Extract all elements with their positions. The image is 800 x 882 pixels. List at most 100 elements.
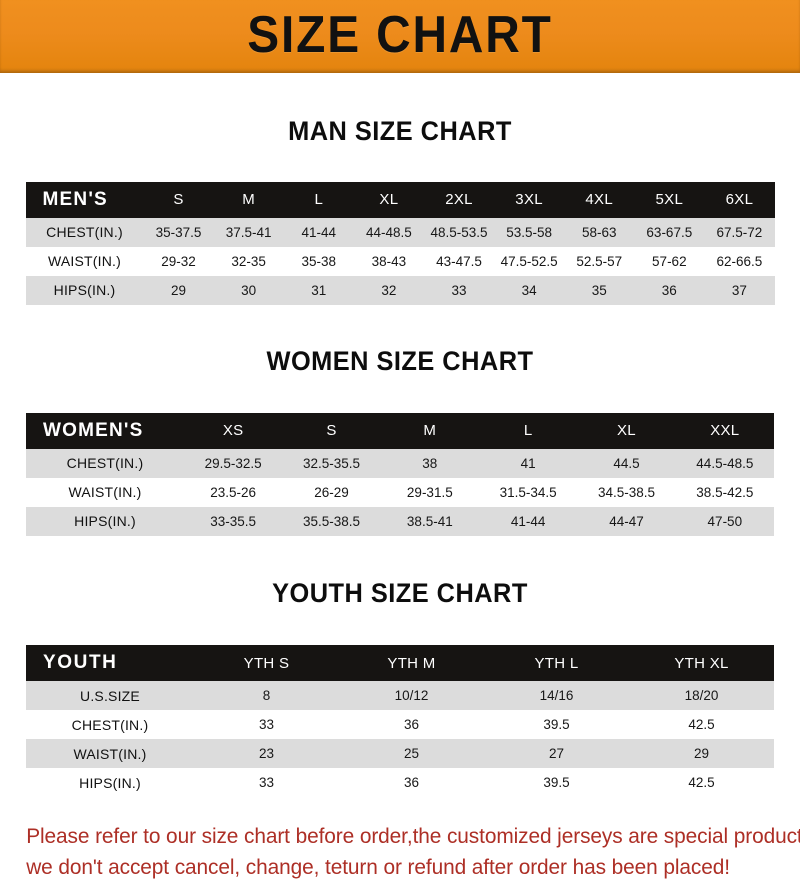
youth-table-row: CHEST(IN.) 33 36 39.5 42.5: [26, 710, 774, 740]
women-table-head: WOMEN'S XS S M L XL XXL: [26, 412, 774, 449]
men-cell: 29-32: [161, 253, 196, 269]
men-cell: 29: [171, 282, 187, 298]
youth-header-row: YOUTH YTH S YTH M YTH L YTH XL: [26, 645, 774, 682]
youth-cell: 42.5: [688, 775, 715, 791]
men-table-row: CHEST(IN.) 35-37.5 37.5-41 41-44 44-48.5 48.5…: [25, 217, 775, 247]
men-size-header-6: 3XL: [515, 191, 543, 209]
youth-size-table: YOUTH YTH S YTH M YTH L YTH XL U.S.SIZE 8 10/…: [26, 645, 774, 798]
youth-cell: 36: [403, 717, 420, 733]
women-cell: 44-47: [609, 513, 644, 529]
men-cell: 63-67.5: [646, 224, 693, 240]
men-cell: 34: [521, 282, 537, 298]
women-size-header-2: S: [326, 422, 337, 440]
women-size-header-5: XL: [617, 422, 636, 440]
women-table-row: HIPS(IN.) 33-35.5 35.5-38.5 38.5-41 41-44 44-…: [26, 506, 774, 536]
women-cell: 26-29: [314, 484, 349, 500]
youth-cell: 39.5: [543, 775, 570, 791]
men-cell: 35: [591, 282, 607, 298]
disclaimer-line-1: Please refer to our size chart before or…: [26, 824, 800, 849]
men-cell: 43-47.5: [436, 253, 482, 269]
men-table-body: CHEST(IN.) 35-37.5 37.5-41 41-44 44-48.5 48.5…: [25, 217, 775, 305]
youth-cell: 42.5: [688, 717, 715, 733]
youth-size-header-1: YTH S: [243, 654, 290, 672]
size-chart-sheet: MAN SIZE CHART MEN'S S M L XL 2XL 3XL 4XL 5XL 6X…: [0, 95, 800, 882]
women-size-header-4: L: [523, 422, 533, 440]
youth-row-label-4: HIPS(IN.): [79, 774, 141, 791]
women-cell: 38.5-41: [406, 513, 453, 529]
youth-cell: 8: [262, 688, 271, 704]
youth-cell: 33: [258, 717, 275, 733]
youth-cell: 23: [258, 746, 275, 762]
men-cell: 53.5-58: [506, 224, 552, 240]
men-cell: 52.5-57: [576, 253, 623, 269]
women-size-table: WOMEN'S XS S M L XL XXL CHEST(IN.) 29.5-32.5 32…: [26, 412, 774, 536]
section-women: WOMEN SIZE CHART WOMEN'S XS S M L XL XXL CHES…: [0, 327, 800, 536]
men-cell: 32: [381, 282, 397, 298]
women-size-header-1: XS: [222, 422, 244, 440]
women-cell: 32.5-35.5: [302, 455, 361, 471]
men-size-table: MEN'S S M L XL 2XL 3XL 4XL 5XL 6XL CHEST(IN.) 35-…: [25, 181, 775, 305]
section-title-women: WOMEN SIZE CHART: [266, 346, 534, 377]
men-size-header-7: 4XL: [585, 191, 613, 209]
women-cell: 41-44: [510, 513, 546, 529]
women-size-header-3: M: [423, 422, 437, 440]
men-cell: 48.5-53.5: [430, 224, 488, 240]
men-cell: 33: [451, 282, 467, 298]
youth-cell: 10/12: [394, 688, 429, 704]
men-cell: 67.5-72: [716, 224, 763, 240]
men-cell: 32-35: [231, 253, 266, 269]
youth-cell: 27: [548, 746, 565, 762]
youth-size-header-2: YTH M: [387, 654, 436, 672]
men-cell: 44-48.5: [365, 224, 412, 240]
youth-size-header-3: YTH L: [534, 654, 579, 672]
women-cell: 34.5-38.5: [597, 484, 655, 500]
youth-row-header-label: YOUTH: [43, 652, 118, 674]
women-size-header-6: XXL: [710, 422, 740, 440]
youth-table-row: HIPS(IN.) 33 36 39.5 42.5: [26, 768, 774, 798]
youth-cell: 36: [403, 775, 420, 791]
men-size-header-4: XL: [379, 191, 399, 209]
men-cell: 35-37.5: [155, 224, 202, 240]
men-size-header-5: 2XL: [445, 191, 473, 209]
men-row-label-3: HIPS(IN.): [53, 282, 116, 299]
order-disclaimer: Please refer to our size chart before or…: [0, 797, 800, 882]
men-cell: 47.5-52.5: [500, 253, 558, 269]
page-title: SIZE CHART: [247, 6, 553, 64]
men-cell: 37.5-41: [225, 224, 272, 240]
women-cell: 35.5-38.5: [302, 513, 361, 529]
youth-cell: 39.5: [543, 717, 570, 733]
women-row-header-label: WOMEN'S: [43, 419, 144, 441]
men-header-row: MEN'S S M L XL 2XL 3XL 4XL 5XL 6XL: [25, 181, 775, 218]
disclaimer-line-2: we don't accept cancel, change, teturn o…: [26, 854, 730, 879]
men-cell: 62-66.5: [716, 253, 763, 269]
women-cell: 44.5: [613, 455, 640, 471]
men-cell: 31: [311, 282, 327, 298]
men-size-header-3: L: [314, 191, 324, 209]
men-size-header-8: 5XL: [655, 191, 684, 209]
youth-table-row: U.S.SIZE 8 10/12 14/16 18/20: [26, 681, 774, 711]
youth-row-label-1: U.S.SIZE: [80, 687, 140, 704]
women-row-label-2: WAIST(IN.): [68, 484, 142, 501]
youth-cell: 29: [693, 746, 710, 762]
women-row-label-3: HIPS(IN.): [74, 513, 136, 530]
women-cell: 41: [520, 455, 536, 471]
men-cell: 38-43: [371, 253, 407, 269]
section-title-men: MAN SIZE CHART: [288, 116, 512, 147]
men-cell: 37: [731, 282, 747, 298]
men-row-label-2: WAIST(IN.): [47, 253, 122, 270]
men-cell: 35-38: [301, 253, 337, 269]
men-table-head: MEN'S S M L XL 2XL 3XL 4XL 5XL 6XL: [25, 181, 775, 218]
men-row-header-label: MEN'S: [42, 188, 108, 210]
youth-cell: 18/20: [684, 688, 719, 704]
women-row-label-1: CHEST(IN.): [66, 455, 144, 472]
men-table-row: HIPS(IN.) 29 30 31 32 33 34 35 36 37: [25, 275, 775, 305]
youth-table-head: YOUTH YTH S YTH M YTH L YTH XL: [26, 645, 774, 682]
youth-cell: 14/16: [539, 688, 574, 704]
women-cell: 31.5-34.5: [499, 484, 557, 500]
women-header-row: WOMEN'S XS S M L XL XXL: [26, 412, 774, 449]
women-cell: 47-50: [707, 513, 743, 529]
women-cell: 29.5-32.5: [204, 455, 262, 471]
youth-row-label-3: WAIST(IN.): [73, 745, 147, 762]
men-cell: 41-44: [301, 224, 337, 240]
women-cell: 23.5-26: [210, 484, 257, 500]
